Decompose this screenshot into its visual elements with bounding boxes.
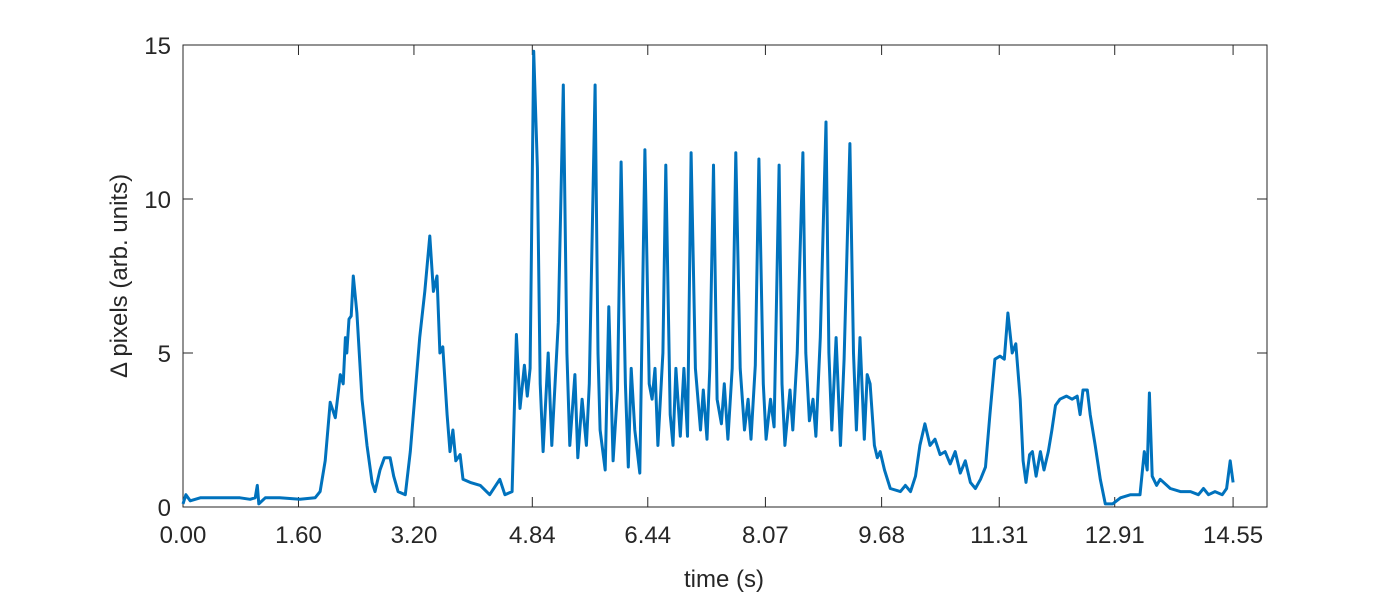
y-tick-label: 5 <box>158 341 171 368</box>
y-axis-label: Δ pixels (arb. units) <box>106 174 133 378</box>
x-tick-label: 8.07 <box>742 522 789 549</box>
x-tick-label: 1.60 <box>275 522 322 549</box>
x-tick-label: 4.84 <box>509 522 556 549</box>
x-tick-label: 6.44 <box>624 522 671 549</box>
y-tick-label: 15 <box>144 33 171 60</box>
y-tick-label: 0 <box>158 495 171 522</box>
x-tick-label: 14.55 <box>1203 522 1263 549</box>
x-tick-label: 11.31 <box>970 522 1028 549</box>
x-axis-label: time (s) <box>684 566 764 593</box>
plot-frame <box>182 44 1268 508</box>
y-tick-label: 10 <box>144 187 171 214</box>
x-tick-label: 0.00 <box>160 522 207 549</box>
x-tick-label: 12.91 <box>1085 522 1145 549</box>
data-line <box>181 49 1235 506</box>
x-tick-label: 3.20 <box>391 522 438 549</box>
x-tick-label: 9.68 <box>858 522 905 549</box>
